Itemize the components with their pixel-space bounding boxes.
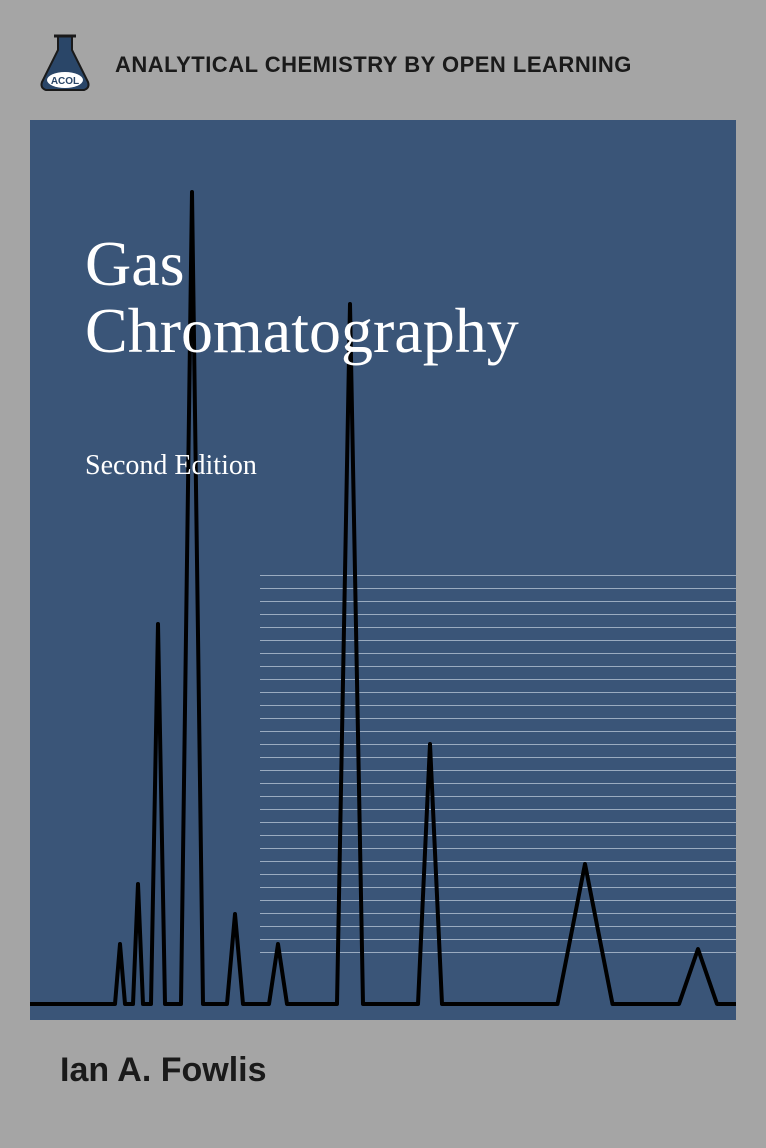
flask-logo-icon: ACOL — [30, 30, 100, 100]
series-title: ANALYTICAL CHEMISTRY BY OPEN LEARNING — [115, 52, 632, 78]
cover-panel: Gas Chromatography Second Edition — [30, 120, 736, 1020]
title-line-2: Chromatography — [85, 295, 519, 366]
edition-label: Second Edition — [85, 450, 257, 482]
author-name: Ian A. Fowlis — [60, 1051, 267, 1090]
footer-bar: Ian A. Fowlis — [30, 1020, 736, 1120]
title-line-1: Gas — [85, 228, 185, 299]
svg-text:ACOL: ACOL — [51, 76, 79, 87]
book-title: Gas Chromatography — [85, 230, 519, 364]
header-banner: ACOL ANALYTICAL CHEMISTRY BY OPEN LEARNI… — [30, 30, 736, 100]
